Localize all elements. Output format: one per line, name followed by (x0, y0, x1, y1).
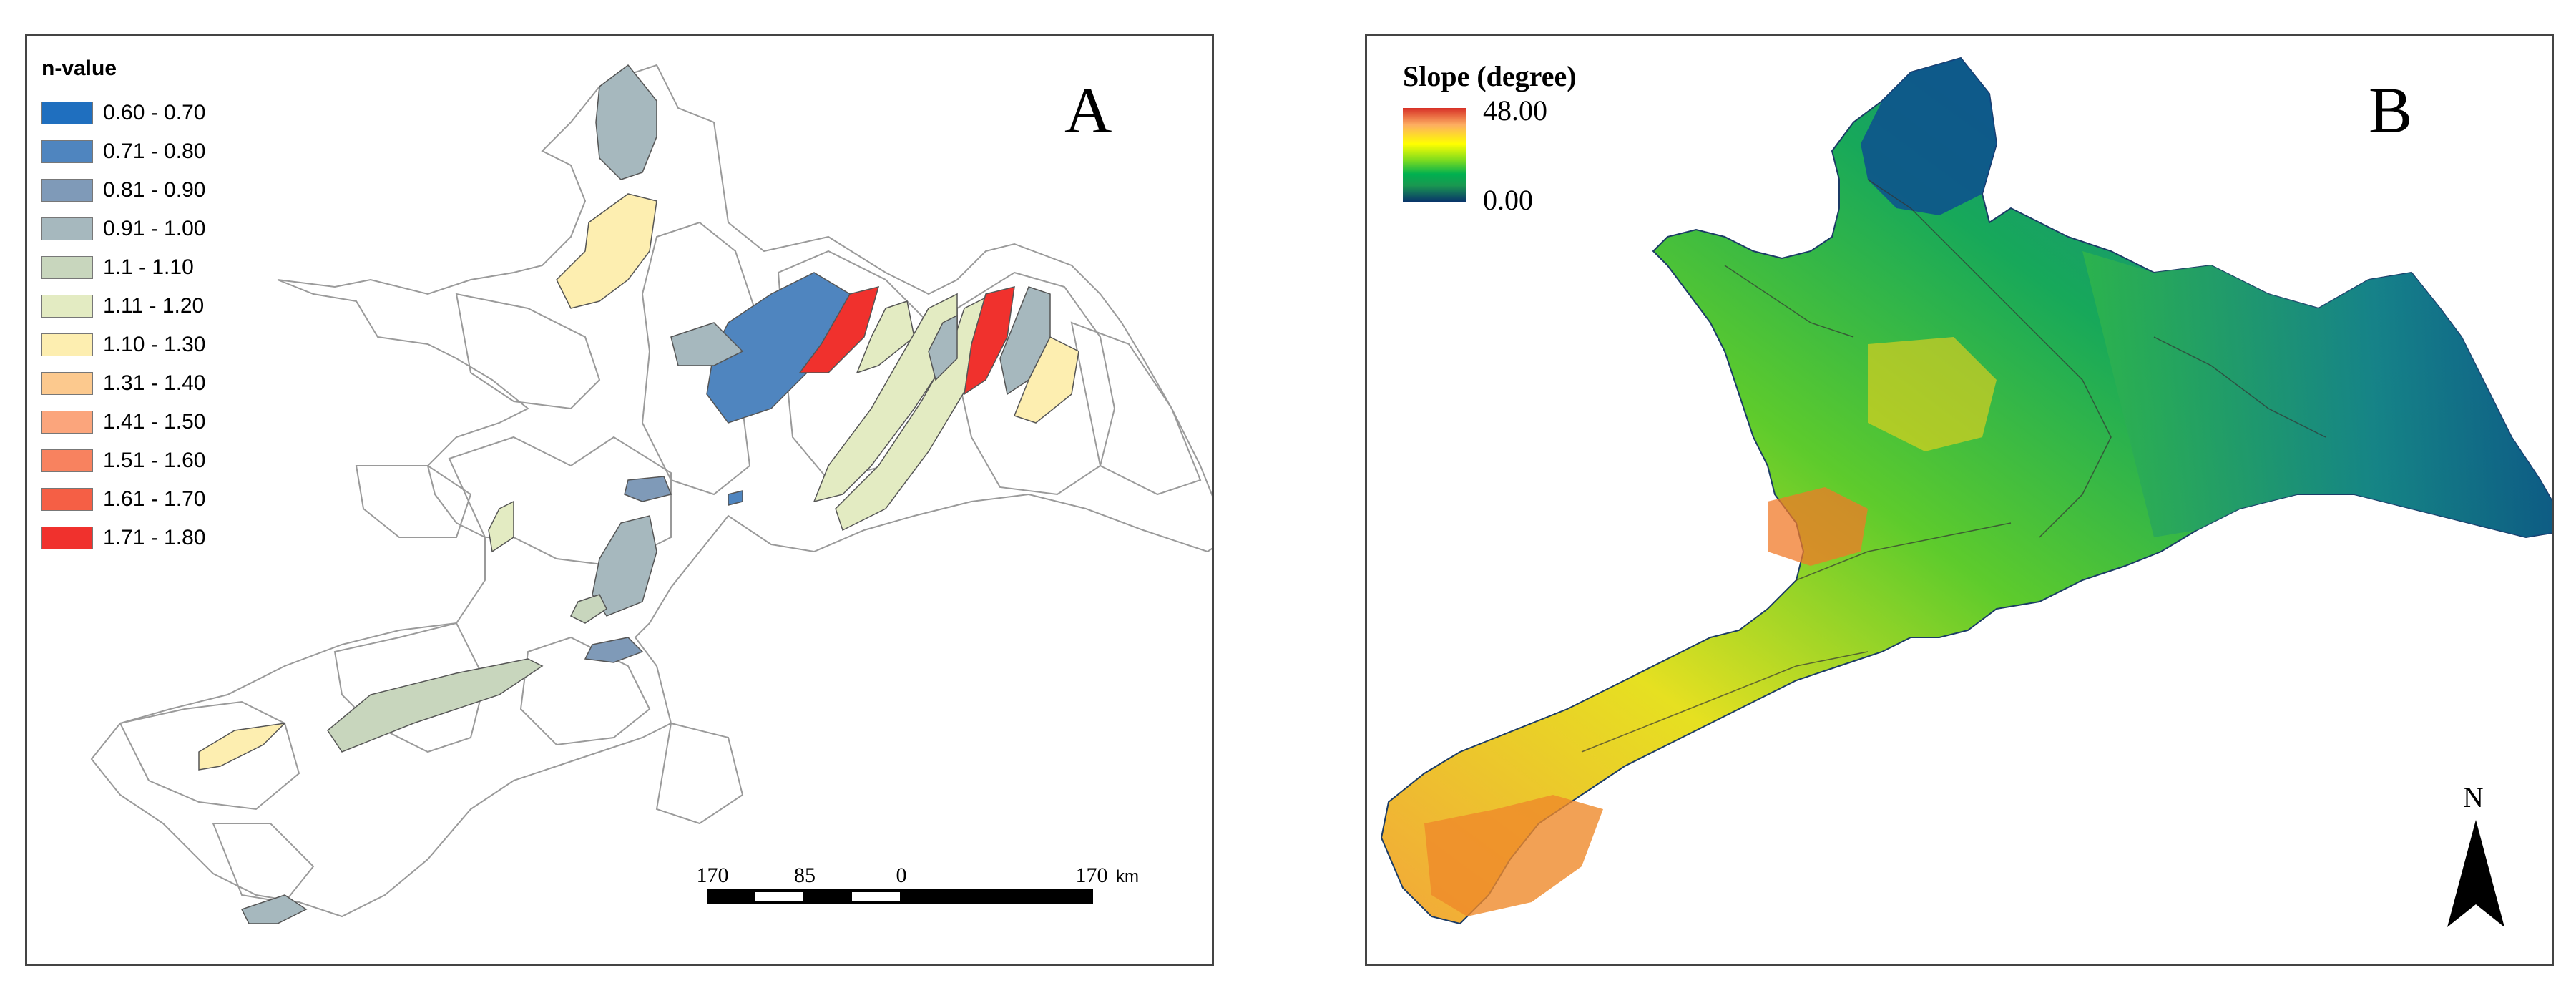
legend-label: 1.31 - 1.40 (103, 371, 206, 395)
legend-swatch (41, 372, 93, 395)
legend-swatch (41, 333, 93, 356)
legend-swatch (41, 295, 93, 318)
legend-item: 1.10 - 1.30 (41, 326, 205, 364)
legend-label: 0.81 - 0.90 (103, 178, 206, 202)
slope-legend-title: Slope (degree) (1403, 60, 1577, 92)
legend-item: 1.31 - 1.40 (41, 364, 205, 403)
map-panel-b: Slope (degree) 48.00 0.00 B N (1365, 34, 2554, 966)
legend-item: 1.11 - 1.20 (41, 287, 205, 326)
legend-swatch (41, 527, 93, 549)
legend-label: 1.61 - 1.70 (103, 487, 206, 511)
legend-item: 0.71 - 0.80 (41, 132, 205, 171)
scale-label-zero: 0 (896, 864, 907, 887)
legend-swatch (41, 217, 93, 240)
legend-label: 1.71 - 1.80 (103, 526, 206, 549)
legend-item: 0.91 - 1.00 (41, 210, 205, 248)
legend-swatch (41, 179, 93, 202)
scale-label-right: 170 (1076, 864, 1108, 887)
legend-label: 0.71 - 0.80 (103, 140, 206, 163)
legend-item: 1.71 - 1.80 (41, 519, 205, 557)
legend-swatch (41, 411, 93, 434)
panel-letter-b: B (2369, 74, 2413, 147)
slope-max-label: 48.00 (1483, 94, 1547, 127)
scale-label-left: 170 (697, 864, 729, 887)
legend-label: 1.51 - 1.60 (103, 449, 206, 472)
legend-label: 1.1 - 1.10 (103, 255, 194, 279)
legend-swatch (41, 256, 93, 279)
legend-label: 1.10 - 1.30 (103, 333, 206, 356)
watershed-boundaries (90, 64, 1212, 918)
legend-label: 0.91 - 1.00 (103, 217, 206, 240)
legend-item: 0.60 - 0.70 (41, 94, 205, 132)
legend-label: 1.41 - 1.50 (103, 410, 206, 434)
legend-item: 1.41 - 1.50 (41, 403, 205, 441)
n-value-legend: 0.60 - 0.70 0.71 - 0.80 0.81 - 0.90 0.91 - … (41, 94, 205, 557)
legend-item: 1.1 - 1.10 (41, 248, 205, 287)
legend-title: n-value (41, 57, 117, 80)
n-value-map: 170 85 0 170 km (90, 64, 1212, 924)
legend-swatch (41, 140, 93, 163)
north-arrow-icon (2447, 820, 2504, 927)
legend-swatch (41, 102, 93, 124)
legend-swatch (41, 449, 93, 472)
legend-item: 1.61 - 1.70 (41, 480, 205, 519)
n-value-zones (198, 64, 1079, 924)
slope-color-ramp (1403, 108, 1466, 202)
slope-boundaries (1581, 179, 2326, 753)
panel-letter-a: A (1064, 74, 1112, 147)
legend-label: 0.60 - 0.70 (103, 101, 206, 124)
map-panel-a: 170 85 0 170 km n-value 0.60 - 0.70 0.71 … (25, 34, 1214, 966)
slope-min-label: 0.00 (1483, 184, 1533, 216)
scale-label-mid: 85 (794, 864, 816, 887)
legend-label: 1.11 - 1.20 (103, 294, 205, 318)
legend-swatch (41, 488, 93, 511)
legend-item: 0.81 - 0.90 (41, 171, 205, 210)
slope-map (1380, 57, 2552, 925)
slope-region (1380, 57, 2552, 925)
north-label: N (2463, 781, 2484, 813)
scale-bar: 170 85 0 170 km (697, 864, 1139, 904)
scale-unit: km (1116, 867, 1139, 886)
legend-item: 1.51 - 1.60 (41, 441, 205, 480)
